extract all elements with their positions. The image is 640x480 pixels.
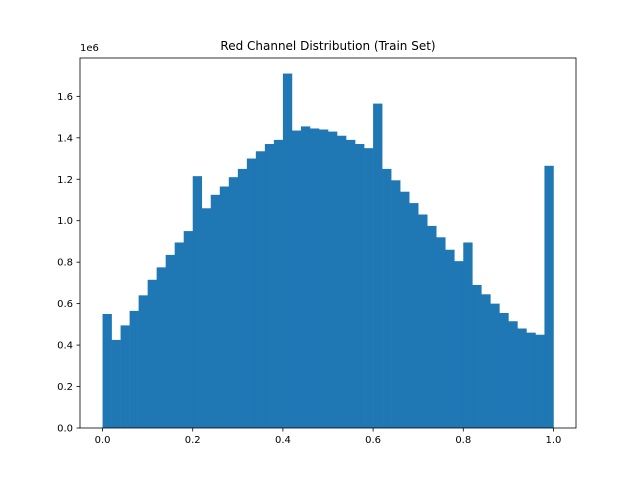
histogram-bar: [427, 225, 437, 428]
x-tick-label: 0.2: [185, 435, 201, 446]
histogram-bar: [517, 328, 527, 428]
y-offset-label: 1e6: [80, 43, 99, 54]
histogram-bar: [228, 177, 239, 428]
histogram-bar: [219, 186, 230, 428]
histogram-bar: [499, 312, 509, 428]
y-axis: 0.0 0.2 0.4 0.6 0.8 1.0 1.2 1.4 1.6: [57, 92, 80, 435]
histogram-bar: [436, 237, 446, 428]
x-tick-label: 0.0: [95, 435, 111, 446]
histogram-bar: [183, 231, 194, 428]
histogram-bar: [138, 295, 148, 428]
histogram-bar: [102, 313, 112, 428]
x-tick-label: 0.4: [275, 435, 291, 446]
histogram-bar: [526, 332, 536, 428]
histogram-bar: [391, 180, 401, 428]
histogram-bar: [273, 139, 284, 428]
histogram-bar: [490, 303, 500, 428]
y-tick-label: 1.6: [57, 92, 73, 103]
y-tick-label: 0.6: [57, 299, 73, 310]
histogram-bar: [364, 148, 374, 429]
y-tick-label: 1.0: [57, 216, 73, 227]
histogram-bar: [246, 158, 257, 428]
histogram-bar: [309, 128, 320, 429]
histogram-bar: [445, 249, 455, 428]
chart-title: Red Channel Distribution (Train Set): [220, 39, 435, 53]
histogram-bar: [463, 242, 473, 428]
y-tick-label: 0.2: [57, 382, 73, 393]
x-tick-label: 0.8: [455, 435, 471, 446]
histogram-bar: [508, 321, 518, 428]
histogram-bar: [165, 254, 175, 428]
y-tick-label: 0.0: [57, 424, 73, 435]
histogram-bar: [201, 208, 212, 428]
histogram-bar: [346, 139, 356, 428]
histogram-bar: [156, 267, 166, 428]
histogram-bar: [120, 325, 130, 428]
histogram-bar: [472, 284, 482, 428]
histogram-bar: [355, 144, 365, 428]
y-tick-label: 0.8: [57, 258, 73, 269]
histogram-bar: [255, 151, 266, 428]
histogram-bar: [237, 168, 248, 428]
y-tick-label: 1.2: [57, 175, 73, 186]
histogram-bar: [373, 103, 383, 428]
histogram-bar: [174, 242, 185, 428]
histogram-bar: [454, 261, 464, 428]
histogram-bar: [409, 203, 419, 428]
histogram-bar: [400, 191, 410, 428]
histogram-bar: [210, 194, 221, 428]
x-axis: 0.0 0.2 0.4 0.6 0.8 1.0: [95, 428, 562, 446]
histogram-bar: [481, 294, 491, 428]
plot-frame: [79, 57, 577, 429]
y-tick-label: 0.4: [57, 341, 73, 352]
histogram-bar: [282, 73, 293, 429]
bars-group: [102, 73, 554, 429]
x-tick-label: 1.0: [546, 435, 562, 446]
histogram-bar: [337, 135, 347, 429]
histogram-bar: [300, 126, 311, 429]
x-tick-label: 0.6: [365, 435, 381, 446]
histogram-bar: [129, 310, 139, 428]
histogram-bar: [264, 144, 275, 428]
histogram-bar: [418, 214, 428, 428]
histogram-bar: [328, 131, 338, 428]
histogram-bar: [318, 129, 329, 428]
histogram-bar: [535, 334, 545, 428]
y-tick-label: 1.4: [57, 133, 73, 144]
histogram-bar: [291, 130, 302, 429]
histogram-bar: [111, 339, 121, 428]
histogram-bar: [544, 165, 554, 429]
histogram-bar: [192, 176, 203, 428]
histogram-bar: [147, 279, 157, 428]
histogram-bar: [382, 168, 392, 428]
